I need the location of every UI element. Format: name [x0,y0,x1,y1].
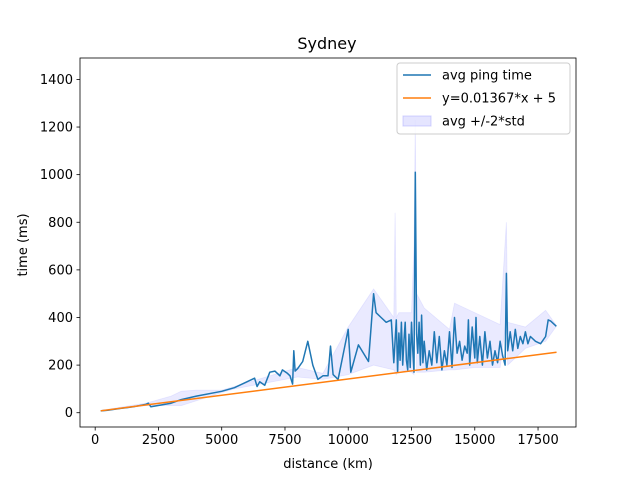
y-tick-label: 1200 [40,121,73,136]
x-tick-label: 17500 [517,433,558,448]
x-axis-label: distance (km) [283,457,373,472]
x-tick-label: 10000 [328,433,369,448]
x-tick-label: 15000 [454,433,495,448]
legend-label: y=0.01367*x + 5 [442,92,556,107]
legend-label: avg +/-2*std [442,115,525,130]
plot-frame [79,57,577,428]
legend: avg ping time y=0.01367*x + 5 avg +/-2*std [396,62,571,135]
series-fit-line [100,351,557,412]
legend-label: avg ping time [442,69,532,84]
y-axis-label: time (ms) [16,213,31,276]
chart-title: Sydney [297,34,356,53]
y-tick-label: 1400 [40,73,73,88]
y-tick-label: 200 [48,359,73,374]
x-tick-label: 7500 [268,433,301,448]
y-tick-label: 600 [48,263,73,278]
x-tick-label: 2500 [142,433,175,448]
y-axis: 0 200 400 600 800 1000 1200 1400 [40,73,80,421]
y-tick-label: 400 [48,311,73,326]
plot-area [79,57,577,428]
confidence-band [101,119,557,412]
x-tick-label: 5000 [205,433,238,448]
y-tick-label: 800 [48,216,73,231]
y-tick-label: 1000 [40,168,73,183]
series-avg-ping-line [100,171,557,412]
legend-swatch [402,115,432,127]
x-tick-label: 0 [91,433,99,448]
legend-box [396,62,571,135]
x-axis: 0 2500 5000 7500 10000 12500 15000 17500 [91,427,559,448]
x-tick-label: 12500 [391,433,432,448]
y-tick-label: 0 [65,406,73,421]
